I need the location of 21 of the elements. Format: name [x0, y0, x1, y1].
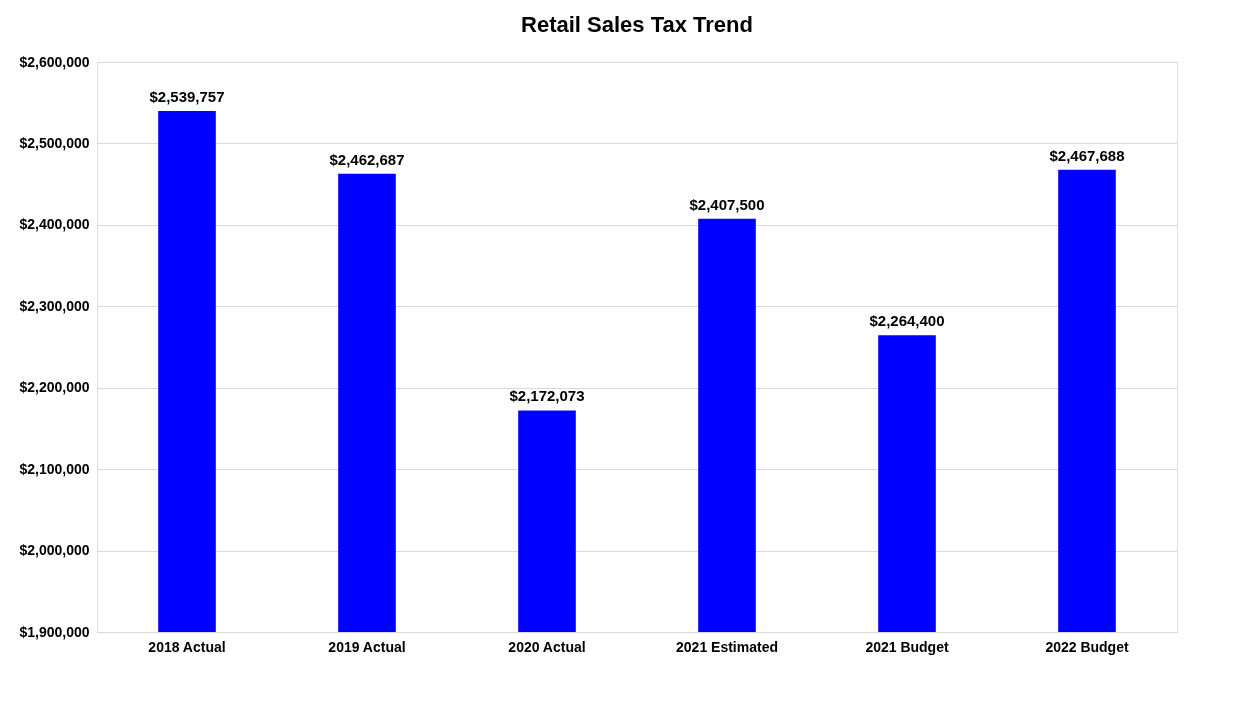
- chart-title: Retail Sales Tax Trend: [521, 12, 753, 37]
- data-label: $2,467,688: [1049, 146, 1125, 164]
- x-tick-label: 2019 Actual: [328, 638, 406, 655]
- data-label: $2,407,500: [689, 195, 765, 213]
- x-tick-label: 2021 Budget: [865, 638, 949, 655]
- y-tick-label: $2,000,000: [19, 542, 90, 559]
- x-tick-label: 2018 Actual: [148, 638, 226, 655]
- data-label: $2,539,757: [149, 88, 225, 106]
- data-label: $2,462,687: [329, 150, 405, 168]
- data-label: $2,172,073: [509, 387, 585, 405]
- y-tick-label: $2,300,000: [19, 297, 90, 314]
- x-tick-label: 2020 Actual: [508, 638, 586, 655]
- x-tick-label: 2021 Estimated: [676, 638, 778, 655]
- y-tick-label: $2,400,000: [19, 216, 90, 233]
- y-tick-label: $2,100,000: [19, 460, 90, 477]
- data-label: $2,264,400: [869, 312, 945, 330]
- y-tick-label: $2,500,000: [19, 134, 90, 151]
- y-tick-label: $2,600,000: [19, 53, 90, 70]
- y-tick-label: $2,200,000: [19, 379, 90, 396]
- x-tick-label: 2022 Budget: [1045, 638, 1129, 655]
- y-tick-label: $1,900,000: [19, 623, 90, 640]
